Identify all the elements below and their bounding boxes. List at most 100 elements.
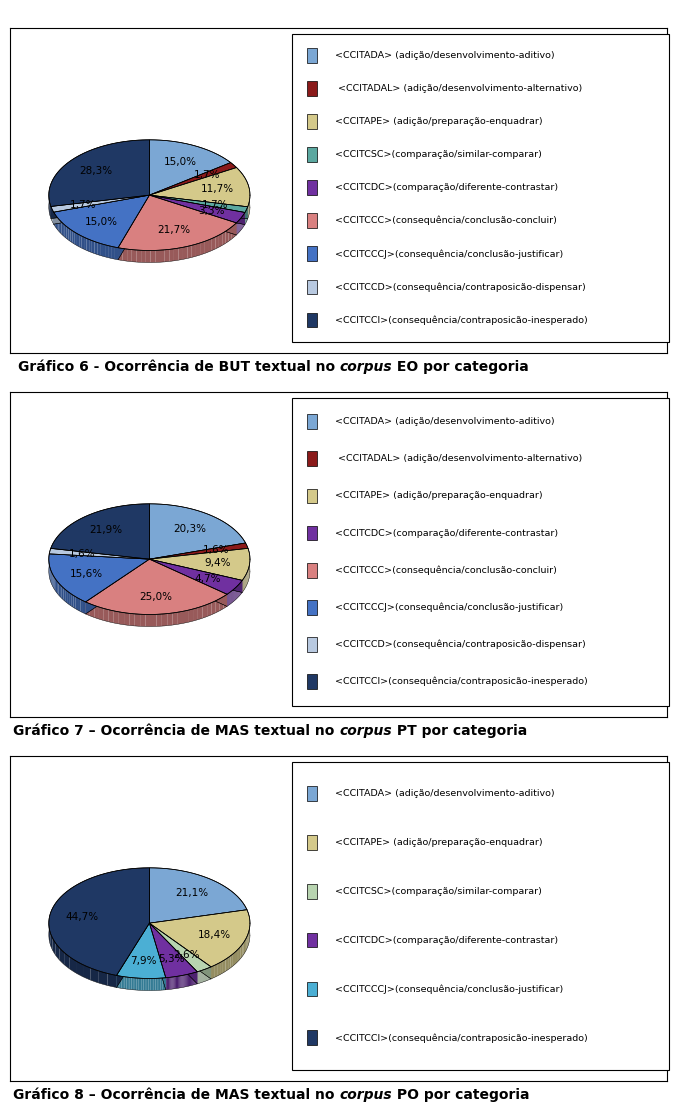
Polygon shape xyxy=(190,973,191,986)
FancyBboxPatch shape xyxy=(307,884,317,898)
Text: 11,7%: 11,7% xyxy=(200,185,234,195)
Polygon shape xyxy=(127,249,132,262)
Polygon shape xyxy=(207,603,211,616)
Polygon shape xyxy=(164,978,166,990)
Polygon shape xyxy=(167,613,172,626)
Polygon shape xyxy=(65,589,67,603)
Polygon shape xyxy=(225,230,228,243)
Polygon shape xyxy=(62,586,63,600)
Polygon shape xyxy=(146,251,151,262)
Polygon shape xyxy=(80,599,83,613)
Polygon shape xyxy=(120,976,122,988)
Polygon shape xyxy=(170,977,171,989)
Polygon shape xyxy=(149,923,166,990)
Polygon shape xyxy=(188,974,189,987)
Text: <CCITCSC>(comparação/similar-comparar): <CCITCSC>(comparação/similar-comparar) xyxy=(335,887,543,896)
Polygon shape xyxy=(149,923,198,983)
Polygon shape xyxy=(142,978,143,990)
Polygon shape xyxy=(149,923,211,972)
Text: 25,0%: 25,0% xyxy=(139,591,172,601)
Polygon shape xyxy=(149,140,231,195)
FancyBboxPatch shape xyxy=(307,246,317,261)
Polygon shape xyxy=(136,250,141,262)
Polygon shape xyxy=(149,195,245,223)
Polygon shape xyxy=(153,979,155,990)
Polygon shape xyxy=(149,559,242,592)
Polygon shape xyxy=(248,932,249,946)
Polygon shape xyxy=(90,604,94,617)
Polygon shape xyxy=(165,250,169,262)
Text: 3,3%: 3,3% xyxy=(198,206,225,215)
Polygon shape xyxy=(149,979,150,990)
Polygon shape xyxy=(223,960,225,973)
Polygon shape xyxy=(228,955,231,970)
Polygon shape xyxy=(130,978,132,990)
Polygon shape xyxy=(158,978,159,990)
Polygon shape xyxy=(155,250,160,262)
Text: <CCITCCl>(consequência/contraposicão-inesperado): <CCITCCl>(consequência/contraposicão-ine… xyxy=(335,1033,588,1043)
FancyBboxPatch shape xyxy=(307,674,317,689)
Polygon shape xyxy=(117,976,118,988)
FancyBboxPatch shape xyxy=(307,525,317,541)
Polygon shape xyxy=(161,978,162,990)
Polygon shape xyxy=(122,249,127,261)
Polygon shape xyxy=(124,613,130,625)
Polygon shape xyxy=(69,228,71,242)
Polygon shape xyxy=(94,242,97,254)
Polygon shape xyxy=(109,245,112,259)
Polygon shape xyxy=(152,979,153,990)
FancyBboxPatch shape xyxy=(307,562,317,578)
Polygon shape xyxy=(89,240,92,253)
Polygon shape xyxy=(56,943,59,960)
Polygon shape xyxy=(59,948,64,964)
Polygon shape xyxy=(215,235,219,249)
Text: 2,6%: 2,6% xyxy=(174,950,200,960)
Polygon shape xyxy=(67,226,69,240)
Polygon shape xyxy=(149,195,248,218)
Polygon shape xyxy=(186,974,187,987)
Polygon shape xyxy=(149,923,198,978)
Polygon shape xyxy=(54,195,149,224)
Polygon shape xyxy=(90,968,99,983)
Polygon shape xyxy=(143,979,145,990)
Text: 1,6%: 1,6% xyxy=(69,549,95,559)
Polygon shape xyxy=(107,973,117,988)
Polygon shape xyxy=(208,239,212,252)
Polygon shape xyxy=(140,978,142,990)
Text: <CCITAPE> (adição/preparação-enquadrar): <CCITAPE> (adição/preparação-enquadrar) xyxy=(335,838,543,847)
Text: 21,7%: 21,7% xyxy=(157,225,190,235)
Polygon shape xyxy=(55,214,56,227)
FancyBboxPatch shape xyxy=(307,180,317,195)
Text: corpus: corpus xyxy=(340,725,392,738)
FancyBboxPatch shape xyxy=(307,786,317,801)
Polygon shape xyxy=(191,244,196,258)
Polygon shape xyxy=(57,217,58,231)
Polygon shape xyxy=(83,600,86,614)
Polygon shape xyxy=(51,195,149,212)
FancyBboxPatch shape xyxy=(307,312,317,327)
Text: 1,6%: 1,6% xyxy=(202,545,229,556)
FancyBboxPatch shape xyxy=(292,398,669,706)
FancyBboxPatch shape xyxy=(307,213,317,228)
Polygon shape xyxy=(77,234,79,246)
Polygon shape xyxy=(169,249,174,261)
Polygon shape xyxy=(136,978,139,990)
Polygon shape xyxy=(67,591,69,605)
Polygon shape xyxy=(86,559,227,615)
Polygon shape xyxy=(191,973,192,986)
Polygon shape xyxy=(245,939,246,952)
Polygon shape xyxy=(106,245,109,258)
Polygon shape xyxy=(183,610,188,624)
Polygon shape xyxy=(92,241,94,253)
FancyBboxPatch shape xyxy=(307,451,317,466)
Polygon shape xyxy=(246,936,247,950)
Polygon shape xyxy=(140,614,145,626)
Polygon shape xyxy=(70,956,76,973)
Polygon shape xyxy=(117,923,149,988)
Polygon shape xyxy=(60,585,62,598)
Text: 7,9%: 7,9% xyxy=(130,955,157,965)
Polygon shape xyxy=(222,232,225,245)
Polygon shape xyxy=(52,575,54,588)
Polygon shape xyxy=(130,614,134,626)
Polygon shape xyxy=(49,199,50,215)
